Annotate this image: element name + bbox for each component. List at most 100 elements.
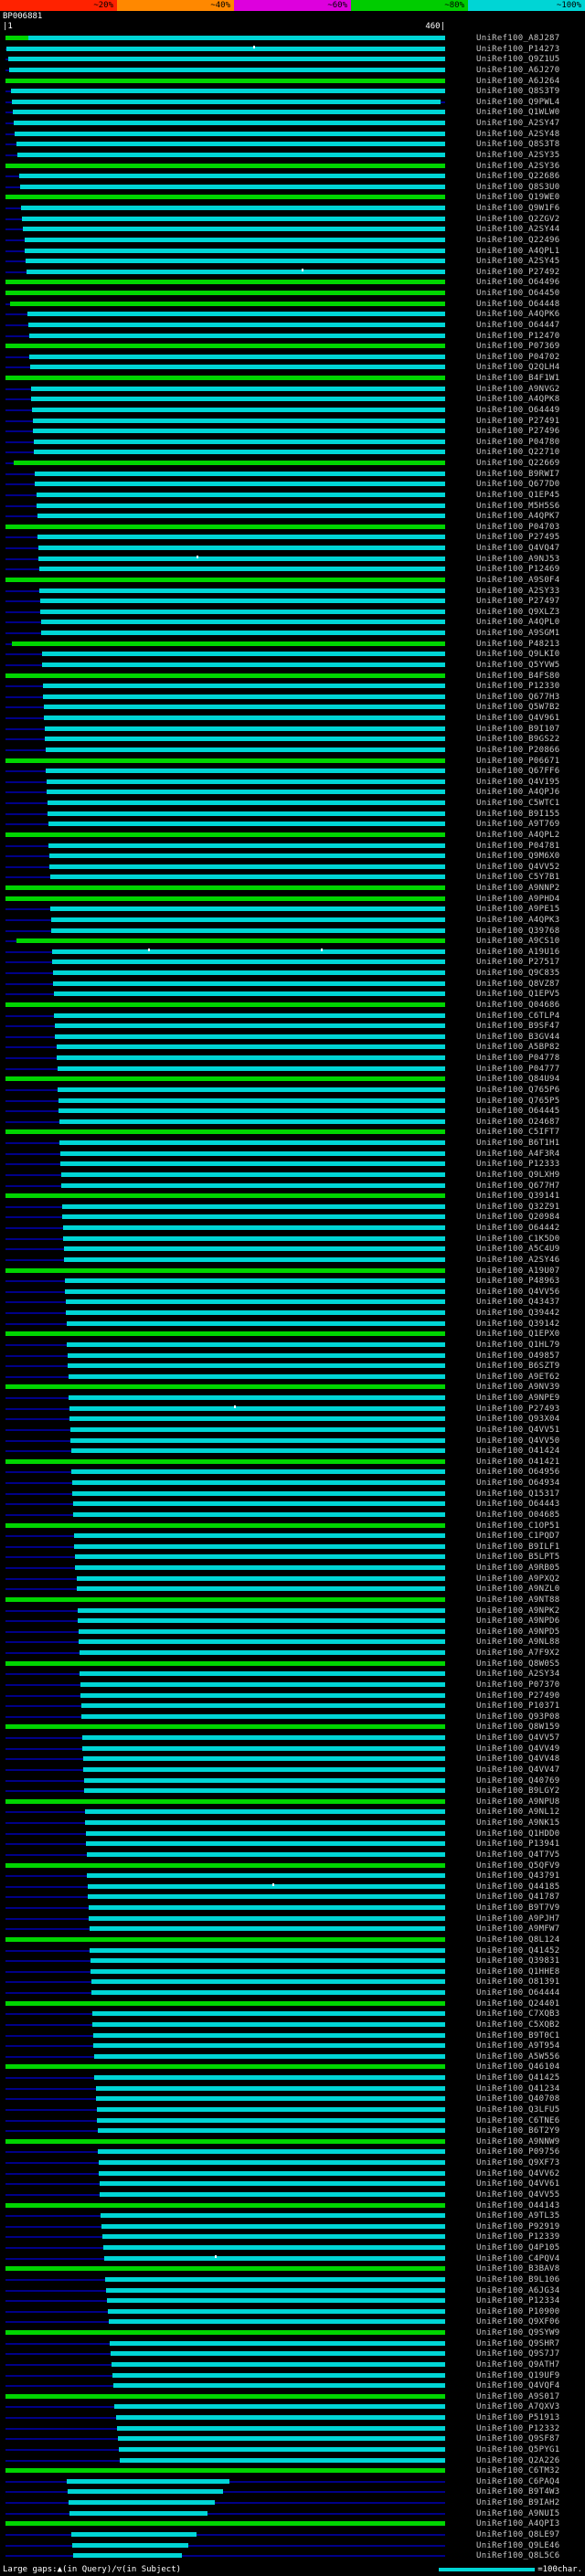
hit-bar[interactable] — [8, 57, 445, 62]
hit-label[interactable]: UniRef100_A9S017 — [476, 2391, 560, 2401]
hit-bar[interactable] — [37, 514, 445, 519]
hit-label[interactable]: UniRef100_O24687 — [476, 1117, 560, 1127]
hit-bar[interactable] — [83, 1788, 445, 1794]
hit-label[interactable]: UniRef100_P04781 — [476, 841, 560, 851]
hit-bar[interactable] — [71, 2531, 197, 2537]
hit-bar[interactable] — [80, 1681, 445, 1687]
hit-label[interactable]: UniRef100_Q32Z91 — [476, 1202, 560, 1212]
hit-label[interactable]: UniRef100_Q4V961 — [476, 714, 560, 723]
hit-bar[interactable] — [39, 599, 445, 604]
hit-bar[interactable] — [75, 1554, 445, 1560]
hit-bar[interactable] — [118, 2446, 445, 2452]
hit-bar[interactable] — [56, 1044, 445, 1050]
hit-bar[interactable] — [5, 1002, 445, 1007]
hit-label[interactable]: UniRef100_Q9XF06 — [476, 2317, 560, 2327]
hit-label[interactable]: UniRef100_A2SY44 — [476, 225, 560, 235]
hit-bar[interactable] — [109, 2319, 445, 2325]
hit-label[interactable]: UniRef100_Q40769 — [476, 1776, 560, 1786]
hit-label[interactable]: UniRef100_Q9ATH7 — [476, 2359, 560, 2369]
hit-label[interactable]: UniRef100_A9NL88 — [476, 1638, 560, 1648]
hit-label[interactable]: UniRef100_Q9W1F6 — [476, 204, 560, 213]
hit-label[interactable]: UniRef100_A9PJH7 — [476, 1913, 560, 1924]
hit-bar[interactable] — [115, 2415, 445, 2420]
hit-bar[interactable] — [87, 1873, 445, 1879]
hit-label[interactable]: UniRef100_P09756 — [476, 2147, 560, 2157]
hit-label[interactable]: UniRef100_A4F3R4 — [476, 1149, 560, 1159]
hit-bar[interactable] — [69, 1405, 445, 1411]
hit-bar[interactable] — [97, 2149, 445, 2155]
hit-bar[interactable] — [31, 386, 445, 391]
hit-bar[interactable] — [48, 822, 445, 827]
hit-bar[interactable] — [52, 959, 445, 965]
hit-bar[interactable] — [6, 46, 445, 51]
hit-bar[interactable] — [56, 1055, 445, 1060]
hit-label[interactable]: UniRef100_B3GV44 — [476, 1032, 560, 1042]
hit-bar[interactable] — [54, 991, 445, 997]
hit-label[interactable]: UniRef100_A9S0F4 — [476, 575, 560, 585]
hit-label[interactable]: UniRef100_P12469 — [476, 565, 560, 575]
hit-bar[interactable] — [50, 906, 445, 912]
hit-label[interactable]: UniRef100_Q43791 — [476, 1871, 560, 1882]
hit-bar[interactable] — [80, 1713, 445, 1719]
hit-bar[interactable] — [5, 2521, 445, 2527]
hit-label[interactable]: UniRef100_P07370 — [476, 1680, 560, 1690]
hit-label[interactable]: UniRef100_P27490 — [476, 1691, 560, 1701]
hit-bar[interactable] — [101, 2223, 445, 2229]
hit-label[interactable]: UniRef100_A9NL12 — [476, 1807, 560, 1818]
hit-bar[interactable] — [78, 1628, 445, 1634]
hit-bar[interactable] — [84, 1820, 445, 1825]
hit-label[interactable]: UniRef100_Q4VV48 — [476, 1754, 560, 1765]
hit-bar[interactable] — [87, 1851, 445, 1857]
hit-bar[interactable] — [103, 2255, 445, 2261]
hit-bar[interactable] — [62, 1235, 445, 1241]
hit-bar[interactable] — [99, 2191, 445, 2197]
hit-bar[interactable] — [12, 99, 441, 104]
hit-label[interactable]: UniRef100_Q2ZGV2 — [476, 214, 560, 224]
hit-bar[interactable] — [5, 1660, 445, 1666]
hit-bar[interactable] — [46, 747, 445, 752]
hit-bar[interactable] — [5, 2202, 445, 2208]
hit-label[interactable]: UniRef100_O64444 — [476, 1988, 560, 1998]
hit-label[interactable]: UniRef100_P12333 — [476, 1160, 560, 1170]
hit-bar[interactable] — [67, 1320, 445, 1326]
hit-label[interactable]: UniRef100_Q5PYG1 — [476, 2444, 560, 2454]
hit-label[interactable]: UniRef100_O64450 — [476, 289, 560, 298]
hit-bar[interactable] — [100, 2213, 445, 2219]
hit-label[interactable]: UniRef100_O44143 — [476, 2200, 560, 2210]
hit-bar[interactable] — [41, 652, 445, 657]
hit-bar[interactable] — [33, 418, 445, 423]
hit-bar[interactable] — [5, 2000, 445, 2006]
hit-label[interactable]: UniRef100_Q4VV49 — [476, 1744, 560, 1754]
hit-label[interactable]: UniRef100_P12470 — [476, 331, 560, 341]
hit-bar[interactable] — [5, 1267, 445, 1273]
hit-label[interactable]: UniRef100_B3BAV8 — [476, 2264, 560, 2274]
hit-label[interactable]: UniRef100_A7F9X2 — [476, 1648, 560, 1658]
hit-bar[interactable] — [5, 280, 445, 285]
hit-label[interactable]: UniRef100_Q84U94 — [476, 1075, 560, 1085]
hit-label[interactable]: UniRef100_Q93P08 — [476, 1712, 560, 1722]
hit-label[interactable]: UniRef100_Q8LE97 — [476, 2529, 560, 2539]
hit-bar[interactable] — [48, 843, 445, 848]
hit-label[interactable]: UniRef100_Q41234 — [476, 2083, 560, 2094]
hit-bar[interactable] — [81, 1735, 445, 1740]
hit-bar[interactable] — [29, 354, 445, 359]
hit-bar[interactable] — [42, 694, 445, 699]
hit-bar[interactable] — [27, 312, 445, 317]
hit-label[interactable]: UniRef100_P48963 — [476, 1277, 560, 1287]
hit-bar[interactable] — [94, 2053, 445, 2059]
hit-label[interactable]: UniRef100_Q4T7V5 — [476, 1850, 560, 1860]
hit-label[interactable]: UniRef100_Q4VV62 — [476, 2168, 560, 2178]
hit-bar[interactable] — [93, 2043, 445, 2049]
hit-bar[interactable] — [68, 1363, 445, 1369]
hit-label[interactable]: UniRef100_A2SY46 — [476, 1255, 560, 1265]
hit-bar[interactable] — [5, 2266, 445, 2272]
hit-label[interactable]: UniRef100_P27517 — [476, 958, 560, 968]
hit-label[interactable]: UniRef100_Q677D0 — [476, 480, 560, 490]
hit-label[interactable]: UniRef100_A9NNP2 — [476, 884, 560, 893]
hit-label[interactable]: UniRef100_P48213 — [476, 639, 560, 649]
hit-label[interactable]: UniRef100_C5XQB2 — [476, 2019, 560, 2030]
hit-bar[interactable] — [81, 1745, 445, 1751]
hit-bar[interactable] — [74, 1543, 445, 1549]
hit-label[interactable]: UniRef100_Q41425 — [476, 2073, 560, 2083]
hit-bar[interactable] — [57, 1065, 445, 1071]
